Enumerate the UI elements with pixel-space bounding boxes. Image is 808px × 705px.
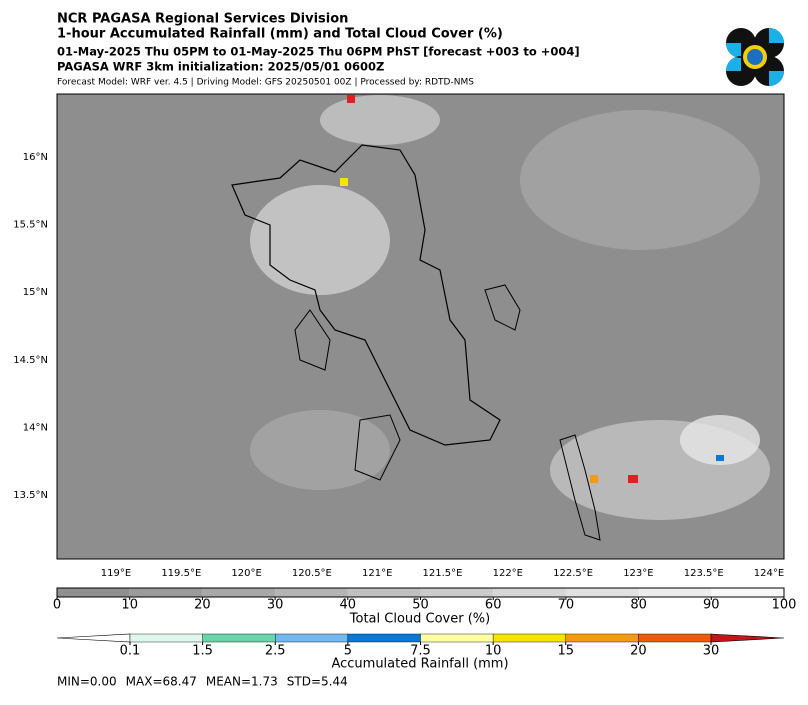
lon-label: 123.5°E [684, 568, 724, 579]
cloud-segment [202, 588, 276, 597]
rain-tick-label: 0.1 [120, 644, 141, 659]
cloud-tick-label: 60 [485, 598, 502, 613]
rain-tick-label: 2.5 [265, 644, 286, 659]
cloud-segment [711, 588, 784, 597]
rain-segment [492, 633, 566, 643]
stat: MEAN=1.73 [206, 675, 278, 689]
cloud-segment [565, 588, 639, 597]
rain-tick-label: 5 [344, 644, 352, 659]
cloud-tick-label: 10 [121, 598, 138, 613]
rain-label: Accumulated Rainfall (mm) [331, 657, 508, 672]
lon-label: 119.5°E [161, 568, 201, 579]
cloud-tick-label: 40 [340, 598, 357, 613]
cloud-tick-label: 20 [194, 598, 211, 613]
cloud-segment [275, 588, 348, 597]
rain-tick-label: 30 [703, 644, 720, 659]
lat-label: 16°N [23, 152, 48, 163]
init-time: PAGASA WRF 3km initialization: 2025/05/0… [57, 60, 384, 74]
rain-segment [202, 633, 276, 643]
rain-tick-label: 15 [557, 644, 574, 659]
rain-tick-label: 7.5 [410, 644, 431, 659]
stat: STD=5.44 [287, 675, 348, 689]
cloud-tick-label: 90 [703, 598, 720, 613]
lon-label: 124°E [754, 568, 784, 579]
rain-segment [129, 633, 203, 643]
logo [726, 28, 784, 86]
rain-extend-low [56, 633, 131, 643]
lon-label: 121.5°E [423, 568, 463, 579]
lon-label: 123°E [623, 568, 653, 579]
rain-tick-label: 20 [630, 644, 647, 659]
cloud-label: Total Cloud Cover (%) [349, 612, 490, 627]
lon-label: 121°E [362, 568, 392, 579]
rain-segment [347, 633, 421, 643]
lat-label: 14.5°N [13, 355, 48, 366]
cloud-segment [638, 588, 712, 597]
cloud-segment [493, 588, 566, 597]
stat: MIN=0.00 [57, 675, 117, 689]
lat-label: 15.5°N [13, 220, 48, 231]
title: NCR PAGASA Regional Services Division [57, 12, 348, 27]
cloud-tick-label: 80 [630, 598, 647, 613]
lon-label: 120°E [231, 568, 261, 579]
rain-segment [275, 633, 349, 643]
cloud-segment [347, 588, 421, 597]
cloud-tick-label: 70 [558, 598, 575, 613]
map [56, 93, 785, 560]
model-info: Forecast Model: WRF ver. 4.5 | Driving M… [57, 78, 474, 88]
lon-label: 120.5°E [292, 568, 332, 579]
cloud-segment [129, 588, 203, 597]
rain-tick-label: 1.5 [192, 644, 213, 659]
rain-tick-label: 10 [485, 644, 502, 659]
lat-label: 15°N [23, 287, 48, 298]
subtitle: 1-hour Accumulated Rainfall (mm) and Tot… [57, 27, 503, 42]
lat-label: 14°N [23, 422, 48, 433]
rain-segment [420, 633, 494, 643]
cloud-segment [420, 588, 494, 597]
rain-extend-high [710, 633, 785, 643]
stat: MAX=68.47 [126, 675, 197, 689]
rain-segment [638, 633, 712, 643]
cloud-tick-label: 0 [53, 598, 61, 613]
lon-label: 119°E [101, 568, 131, 579]
cloud-tick-label: 100 [772, 598, 797, 613]
lat-label: 13.5°N [13, 490, 48, 501]
valid-time: 01-May-2025 Thu 05PM to 01-May-2025 Thu … [57, 45, 580, 59]
cloud-segment [57, 588, 130, 597]
cloud-tick-label: 30 [267, 598, 284, 613]
cloud-tick-label: 50 [412, 598, 429, 613]
lon-label: 122.5°E [553, 568, 593, 579]
lon-label: 122°E [493, 568, 523, 579]
rain-segment [565, 633, 639, 643]
